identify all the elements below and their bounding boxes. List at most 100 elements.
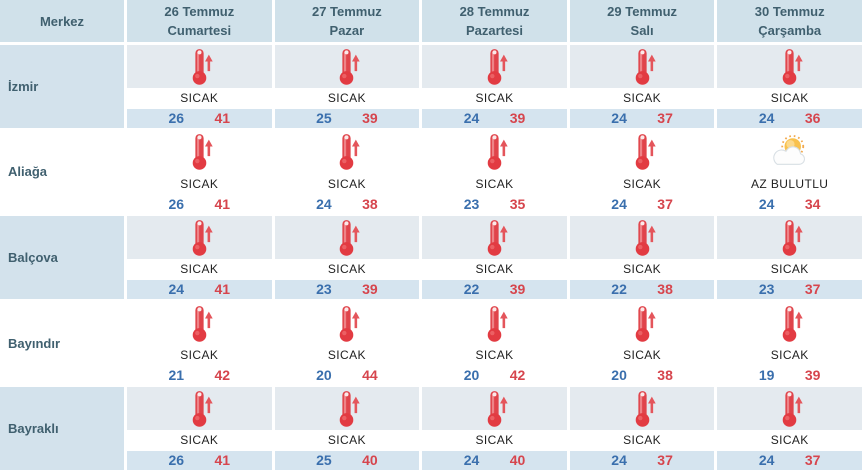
min-temperature: 23 (316, 281, 332, 298)
max-temperature: 41 (214, 110, 231, 127)
weather-icon-cell (422, 45, 567, 88)
header-weekday: Salı (630, 23, 654, 38)
min-temperature: 24 (316, 195, 332, 212)
temperature-cell: 25 40 (274, 450, 420, 470)
forecast-cell: SICAK 24 38 (274, 130, 420, 214)
forecast-cell: SICAK 23 35 (422, 130, 567, 214)
condition-label: SICAK (569, 87, 715, 109)
condition-label: SICAK (127, 87, 272, 109)
min-temperature: 24 (758, 110, 775, 127)
max-temperature: 42 (509, 366, 526, 383)
thermometer-rising-icon (478, 218, 511, 257)
temperature-cell: 26 41 (127, 108, 272, 128)
condition-label: AZ BULUTLU (717, 173, 862, 195)
forecast-cell: SICAK 22 39 (422, 216, 567, 299)
min-temperature: 23 (463, 195, 480, 212)
max-temperature: 39 (362, 110, 378, 127)
weather-icon-cell (569, 387, 715, 430)
min-temperature: 21 (168, 366, 185, 383)
min-temperature: 24 (758, 195, 775, 212)
max-temperature: 41 (214, 281, 231, 298)
partly-cloudy-icon (769, 135, 811, 168)
forecast-cell: SICAK 24 41 (127, 216, 272, 299)
thermometer-rising-icon (330, 304, 363, 343)
condition-label: SICAK (569, 429, 715, 451)
thermometer-rising-icon (183, 132, 216, 171)
column-header-merkez: Merkez (0, 0, 124, 42)
forecast-cell: AZ BULUTLU 24 34 (717, 130, 862, 214)
forecast-cell: SICAK 26 41 (127, 45, 272, 128)
header-weekday: Pazar (329, 23, 365, 38)
temperature-cell: 24 38 (274, 194, 420, 214)
condition-label: SICAK (717, 429, 862, 451)
header-date: 30 Temmuz (754, 3, 825, 19)
min-temperature: 24 (463, 452, 480, 469)
weather-icon-cell (422, 387, 567, 430)
max-temperature: 39 (804, 366, 821, 383)
forecast-cell: SICAK 24 37 (717, 387, 862, 470)
condition-label: SICAK (422, 344, 567, 366)
condition-label: SICAK (274, 87, 420, 109)
max-temperature: 35 (509, 195, 526, 212)
min-temperature: 26 (168, 452, 185, 469)
forecast-cell: SICAK 19 39 (717, 301, 862, 385)
condition-label: SICAK (422, 87, 567, 109)
weather-icon-cell (569, 216, 715, 259)
row-header-city: Bayraklı (0, 387, 124, 470)
thermometer-rising-icon (626, 47, 659, 86)
forecast-cell: SICAK 24 37 (569, 387, 715, 470)
thermometer-rising-icon (773, 389, 806, 428)
condition-label: SICAK (274, 344, 420, 366)
weather-icon-cell (127, 130, 272, 174)
condition-label: SICAK (569, 344, 715, 366)
max-temperature: 39 (509, 281, 526, 298)
thermometer-rising-icon (773, 47, 806, 86)
column-header-day: 26 Temmuz Cumartesi (127, 0, 272, 42)
row-header-city: Balçova (0, 216, 124, 299)
max-temperature: 37 (657, 110, 673, 127)
min-temperature: 26 (168, 110, 185, 127)
temperature-cell: 26 41 (127, 450, 272, 470)
row-header-city: Bayındır (0, 301, 124, 385)
row-header-city: Aliağa (0, 130, 124, 214)
forecast-cell: SICAK 24 36 (717, 45, 862, 128)
max-temperature: 38 (362, 195, 378, 212)
header-date: 26 Temmuz (164, 3, 235, 19)
temperature-cell: 24 34 (717, 194, 862, 214)
min-temperature: 24 (168, 281, 185, 298)
min-temperature: 25 (316, 452, 332, 469)
min-temperature: 24 (758, 452, 775, 469)
max-temperature: 39 (362, 281, 378, 298)
forecast-cell: SICAK 25 39 (274, 45, 420, 128)
thermometer-rising-icon (626, 389, 659, 428)
temperature-cell: 20 38 (569, 365, 715, 385)
thermometer-rising-icon (183, 304, 216, 343)
column-header-day: 27 Temmuz Pazar (274, 0, 420, 42)
min-temperature: 20 (316, 366, 332, 383)
forecast-cell: SICAK 20 42 (422, 301, 567, 385)
condition-label: SICAK (422, 429, 567, 451)
column-header-day: 30 Temmuz Çarşamba (717, 0, 862, 42)
forecast-cell: SICAK 26 41 (127, 130, 272, 214)
max-temperature: 38 (657, 366, 673, 383)
forecast-cell: SICAK 20 38 (569, 301, 715, 385)
weather-icon-cell (422, 130, 567, 174)
thermometer-rising-icon (183, 389, 216, 428)
weather-icon-cell (717, 216, 862, 259)
thermometer-rising-icon (626, 218, 659, 257)
thermometer-rising-icon (183, 47, 216, 86)
temperature-cell: 24 41 (127, 279, 272, 299)
temperature-cell: 20 42 (422, 365, 567, 385)
temperature-cell: 19 39 (717, 365, 862, 385)
temperature-cell: 24 40 (422, 450, 567, 470)
header-weekday: Çarşamba (758, 23, 822, 38)
weather-icon-cell (717, 45, 862, 88)
header-weekday: Cumartesi (167, 23, 232, 38)
weather-icon-cell (127, 216, 272, 259)
thermometer-rising-icon (330, 132, 363, 171)
weather-icon-cell (127, 387, 272, 430)
condition-label: SICAK (127, 429, 272, 451)
forecast-cell: SICAK 23 39 (274, 216, 420, 299)
max-temperature: 39 (509, 110, 526, 127)
